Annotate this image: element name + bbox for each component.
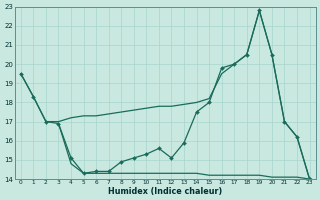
X-axis label: Humidex (Indice chaleur): Humidex (Indice chaleur) xyxy=(108,187,222,196)
